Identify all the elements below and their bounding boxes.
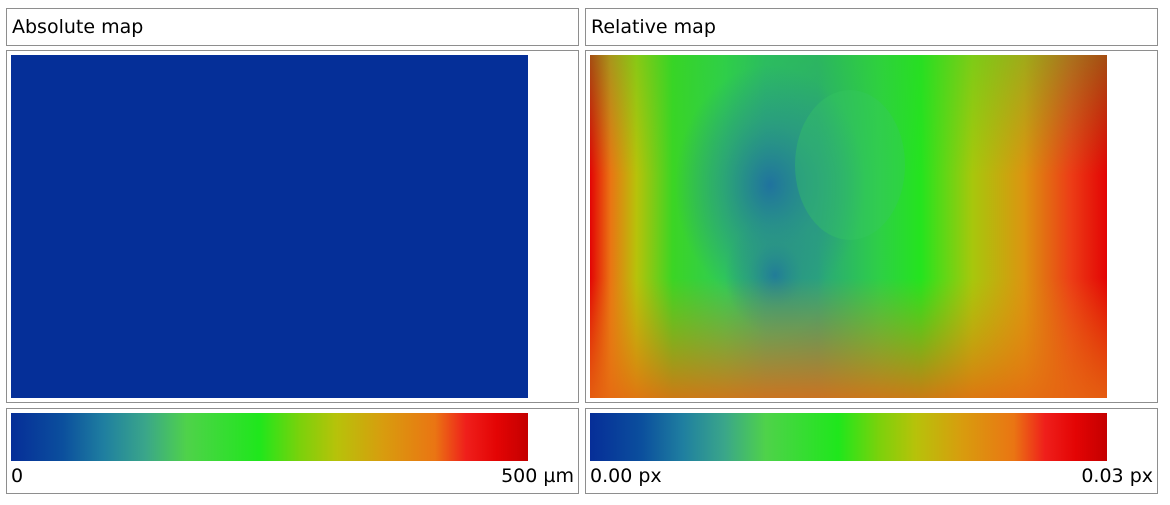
relative-legend-min: 0.00 px	[590, 465, 662, 487]
relative-legend-max: 0.03 px	[1081, 465, 1153, 487]
absolute-map-image	[11, 55, 528, 398]
relative-colorbar	[590, 413, 1107, 461]
absolute-legend-min: 0	[11, 465, 24, 487]
absolute-legend: 0 500 µm	[6, 408, 579, 494]
absolute-legend-max: 500 µm	[501, 465, 574, 487]
absolute-map-header: Absolute map	[6, 8, 579, 46]
relative-map-panel	[585, 50, 1158, 403]
relative-map-image	[590, 55, 1107, 398]
relative-legend: 0.00 px 0.03 px	[585, 408, 1158, 494]
absolute-map-panel	[6, 50, 579, 403]
relative-map-header: Relative map	[585, 8, 1158, 46]
absolute-colorbar	[11, 413, 528, 461]
absolute-map-title: Absolute map	[12, 16, 144, 38]
relative-map-title: Relative map	[591, 16, 716, 38]
relative-map-heatmap	[590, 55, 1107, 398]
